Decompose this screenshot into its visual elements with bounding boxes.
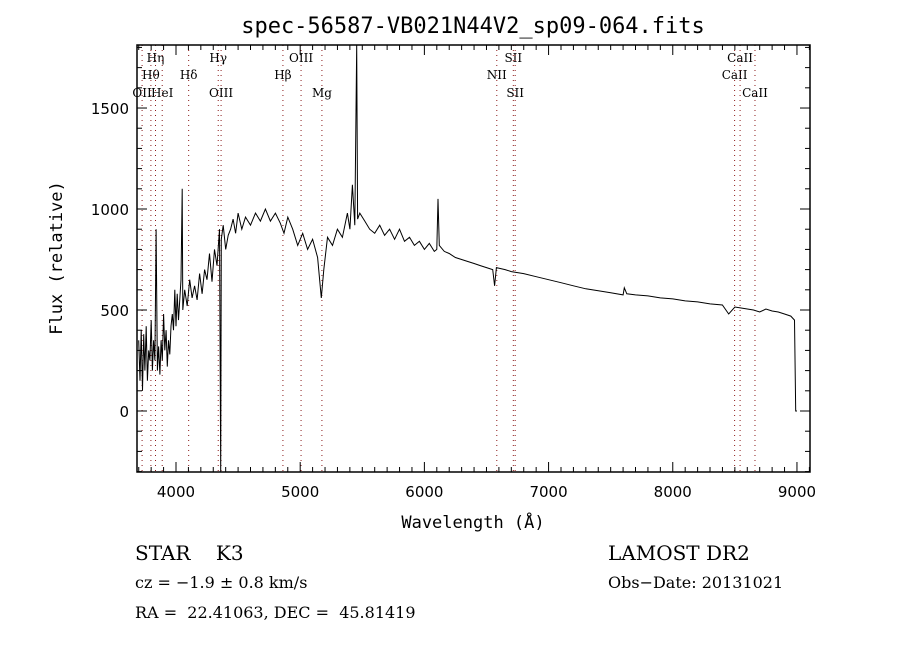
spectral-line-label: OII: [132, 86, 152, 100]
object-class: STAR K3: [135, 541, 244, 565]
spectrum-line: [138, 45, 797, 472]
survey-name: LAMOST DR2: [608, 541, 750, 565]
spectral-line-label: CaII: [727, 51, 753, 65]
spectral-line-label: CaII: [722, 68, 748, 82]
x-axis-label: Wavelength (Å): [401, 511, 544, 533]
spectral-line-label: OIII: [289, 51, 313, 65]
y-tick-label: 500: [100, 302, 129, 320]
x-tick-label: 7000: [529, 483, 567, 501]
spectral-line-label: Hδ: [180, 68, 198, 82]
spectral-line-label: Hθ: [142, 68, 160, 82]
spectral-line-label: SII: [506, 86, 524, 100]
y-tick-label: 1500: [91, 100, 129, 118]
x-tick-label: 6000: [405, 483, 443, 501]
x-tick-label: 5000: [281, 483, 319, 501]
redshift-text: cz = −1.9 ± 0.8 km/s: [135, 573, 308, 592]
spectral-line-label: CaII: [742, 86, 768, 100]
y-tick-label: 1000: [91, 201, 129, 219]
spectral-line-label: Mg: [312, 86, 332, 100]
spectral-line-label: HeI: [151, 86, 174, 100]
x-tick-label: 8000: [654, 483, 692, 501]
spectral-line-label: NII: [487, 68, 507, 82]
spectral-line-label: SII: [504, 51, 522, 65]
spectral-line-label: Hη: [147, 51, 165, 65]
plot-frame: [136, 44, 811, 473]
spectral-line-label: Hβ: [274, 68, 291, 82]
y-axis-label: Flux (relative): [47, 181, 67, 335]
x-tick-label: 9000: [778, 483, 816, 501]
spectral-line-label: OIII: [209, 86, 233, 100]
y-tick-label: 0: [119, 403, 129, 421]
axis-ticks: 4000 5000 6000 7000 8000 9000 0 500 1000 1500: [91, 45, 816, 501]
line-markers: OII Hθ Hη HeI Hδ Hγ OIII Hβ OIII Mg NII SII SII CaII C…: [132, 45, 768, 472]
obs-date: Obs−Date: 20131021: [608, 573, 784, 592]
chart-title: spec-56587-VB021N44V2_sp09-064.fits: [241, 14, 705, 39]
coordinates-text: RA = 22.41063, DEC = 45.81419: [135, 603, 416, 622]
x-tick-label: 4000: [157, 483, 195, 501]
spectral-line-label: Hγ: [209, 51, 227, 65]
